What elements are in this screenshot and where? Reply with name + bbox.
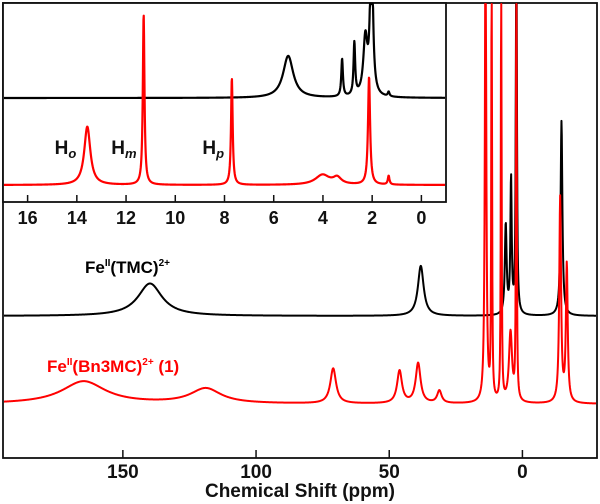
peak-label-ho: Ho <box>55 138 77 161</box>
x-tick-label: 0 <box>517 462 528 483</box>
inset-x-tick-label: 0 <box>416 208 426 228</box>
peak-label-hp: Hp <box>202 138 224 161</box>
inset-x-tick-label: 16 <box>18 208 38 228</box>
series-line-inset-2 <box>3 14 446 186</box>
x-axis-title: Chemical Shift (ppm) <box>205 481 395 502</box>
x-tick-label: 150 <box>107 462 139 483</box>
series-line-inset-1 <box>3 2 446 100</box>
inset-panel: 16 14 12 10 8 6 4 2 0 Ho Hm Hp <box>2 2 447 228</box>
x-tick-label: 50 <box>379 462 400 483</box>
inset-x-tick-label: 4 <box>318 208 328 228</box>
inset-x-tick-label: 6 <box>269 208 279 228</box>
peak-label-hm: Hm <box>111 138 137 161</box>
inset-x-tick-label: 8 <box>219 208 229 228</box>
inset-x-tick-label: 10 <box>165 208 185 228</box>
series-line-main-2 <box>3 3 597 405</box>
series-label-1: FeII(TMC)2+ <box>85 258 170 277</box>
series-label-2: FeII(Bn3MC)2+ (1) <box>47 357 179 376</box>
inset-x-tick-label: 2 <box>367 208 377 228</box>
series-line-main-1 <box>3 3 597 317</box>
inset-x-tick-label: 14 <box>67 208 87 228</box>
inset-frame <box>2 2 447 203</box>
inset-x-tick-label: 12 <box>116 208 136 228</box>
x-tick-label: 100 <box>240 462 272 483</box>
